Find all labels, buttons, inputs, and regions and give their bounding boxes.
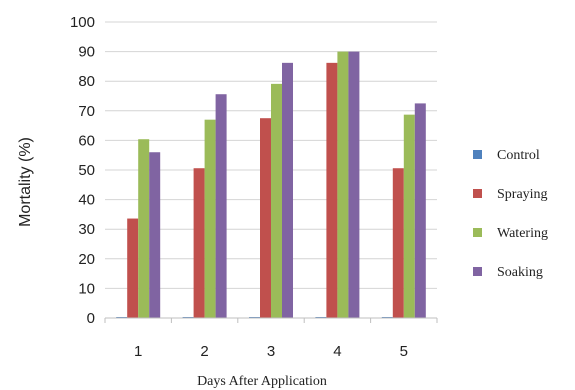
bar [392,168,404,318]
x-axis-ticks: 1 2 3 4 5 [104,318,438,360]
y-tick-label: 50 [78,162,95,179]
bar [414,103,426,319]
bar [149,152,161,318]
y-axis-ticks: 0 10 20 30 40 50 60 70 80 90 100 [70,14,95,327]
x-tick-label: 5 [400,343,408,360]
y-axis-label: Mortality (%) [17,137,34,227]
y-tick-label: 20 [78,251,95,268]
y-tick-label: 90 [78,44,95,61]
x-axis-label: Days After Application [197,374,327,389]
x-tick-label: 2 [200,343,208,360]
legend-label: Soaking [497,265,543,280]
legend-swatch [473,150,482,159]
bar [403,114,415,318]
y-tick-label: 40 [78,192,95,209]
x-tick-label: 3 [267,343,275,360]
bar [215,94,227,318]
legend: Control Spraying Watering Soaking [473,148,548,280]
y-tick-label: 80 [78,73,95,90]
bar [127,218,139,318]
legend-label: Watering [497,226,548,241]
legend-label: Spraying [497,187,548,202]
x-tick-label: 4 [333,343,341,360]
bar [271,83,282,318]
bar [282,62,293,319]
bar [193,168,205,318]
bars [116,51,426,319]
bar [138,139,150,318]
bar [260,118,271,318]
y-tick-label: 60 [78,132,95,149]
y-tick-label: 0 [87,310,95,327]
x-tick-label: 1 [134,343,142,360]
bar [204,119,216,319]
legend-swatch [473,228,482,237]
y-tick-label: 70 [78,103,95,120]
bar [337,51,349,318]
y-tick-label: 100 [70,14,95,31]
legend-swatch [473,189,482,198]
bar [348,51,360,318]
legend-swatch [473,267,482,276]
y-tick-label: 30 [78,221,95,238]
y-tick-label: 10 [78,280,95,297]
legend-label: Control [497,148,540,163]
bar [326,62,338,319]
